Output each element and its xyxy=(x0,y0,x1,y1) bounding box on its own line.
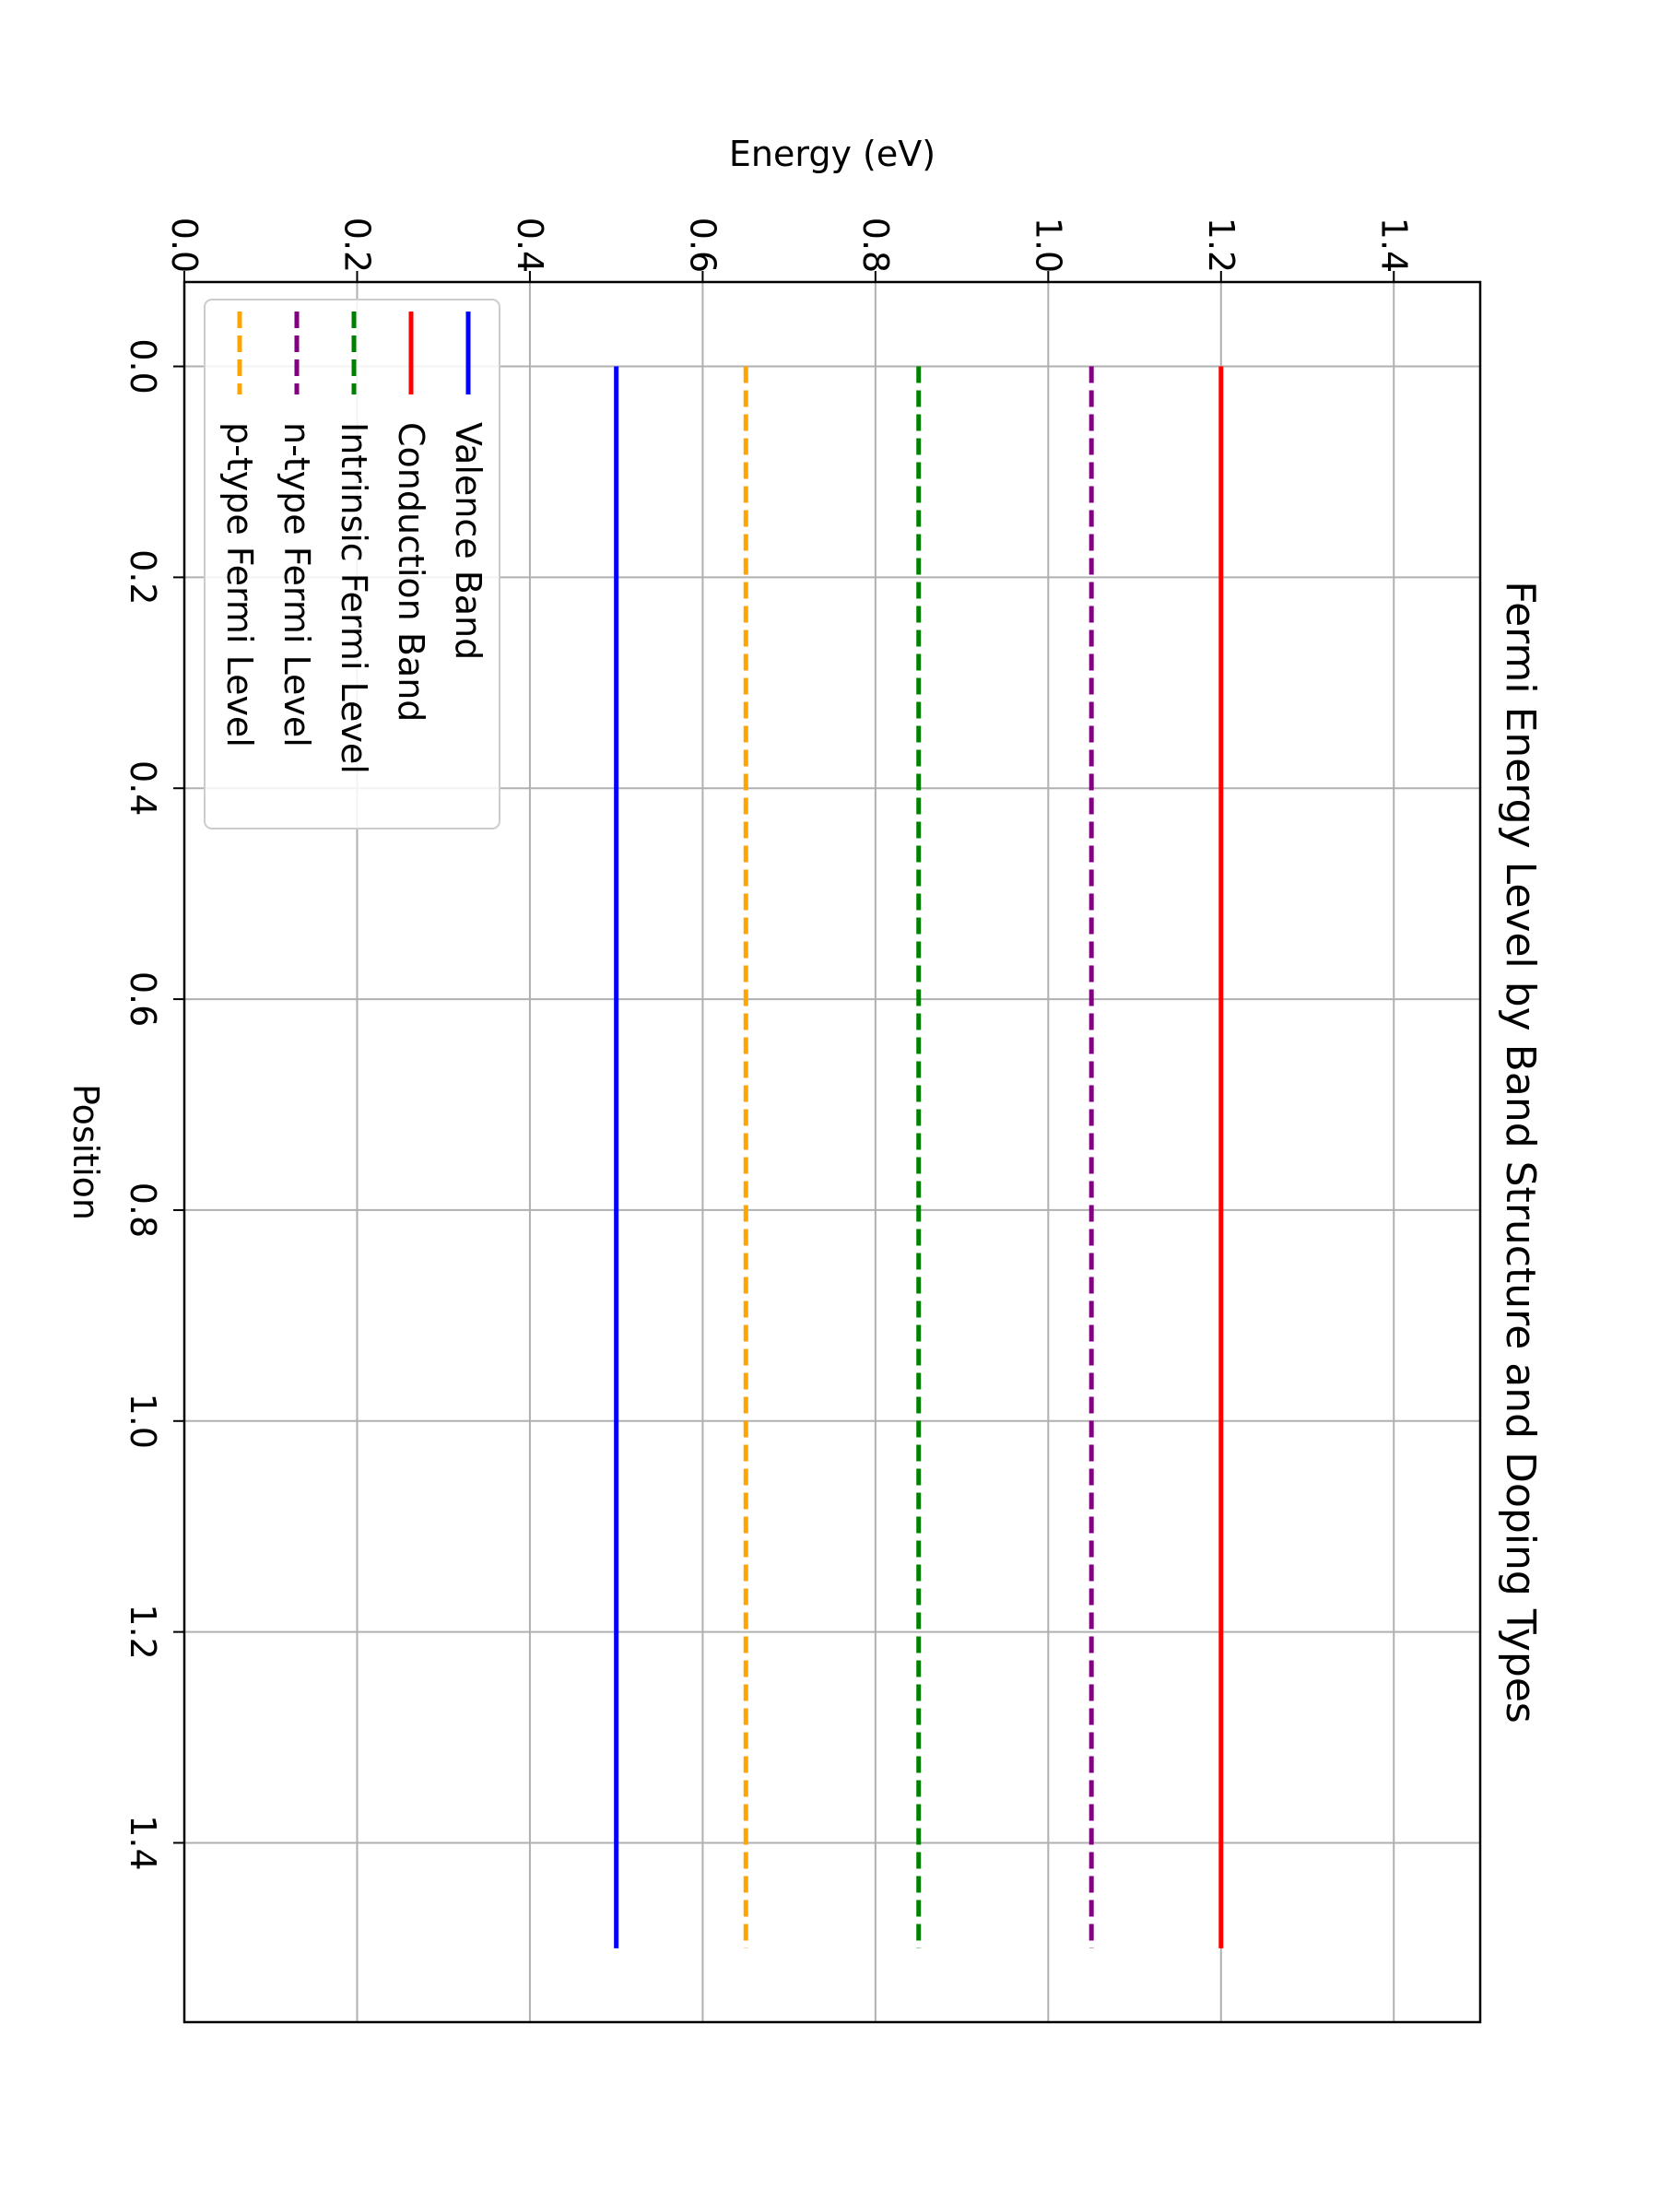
y-tick-label: 1.4 xyxy=(1373,218,1414,273)
chart-title: Fermi Energy Level by Band Structure and… xyxy=(1497,581,1544,1724)
x-tick-label: 1.2 xyxy=(123,1604,163,1659)
series-lines xyxy=(614,366,1224,1948)
legend-label: p-type Fermi Level xyxy=(219,422,260,747)
axis-ticks: 0.0 0.2 0.4 0.6 0.8 1.0 1.2 1.4 0.0 0.2 0.4 0.6 0.8 1… xyxy=(123,218,1414,1871)
x-tick-label: 0.6 xyxy=(123,971,163,1027)
y-tick-label: 1.2 xyxy=(1201,218,1241,273)
x-tick-label: 0.0 xyxy=(123,338,163,394)
y-tick-label: 0.2 xyxy=(336,218,377,273)
legend-label: Valence Band xyxy=(448,422,488,660)
y-tick-label: 0.4 xyxy=(510,218,550,273)
legend-label: n-type Fermi Level xyxy=(276,422,317,747)
y-tick-label: 0.8 xyxy=(855,218,896,273)
x-tick-label: 0.8 xyxy=(123,1182,163,1238)
plot-frame xyxy=(182,280,1482,2024)
x-tick-label: 1.4 xyxy=(123,1815,163,1870)
y-tick-label: 0.6 xyxy=(682,218,723,273)
x-tick-label: 0.4 xyxy=(123,760,163,816)
y-tick-label: 1.0 xyxy=(1028,218,1068,273)
y-tick-label: 0.0 xyxy=(164,218,205,273)
x-tick-label: 0.2 xyxy=(123,549,163,605)
y-axis-label: Energy (eV) xyxy=(729,134,935,174)
x-tick-label: 1.0 xyxy=(123,1394,163,1449)
legend-label: Conduction Band xyxy=(391,422,431,722)
legend: Valence Band Conduction Band Intrinsic Fer… xyxy=(204,299,500,830)
x-axis-label: Position xyxy=(65,1084,106,1220)
legend-box xyxy=(204,299,500,830)
legend-label: Intrinsic Fermi Level xyxy=(334,422,374,774)
